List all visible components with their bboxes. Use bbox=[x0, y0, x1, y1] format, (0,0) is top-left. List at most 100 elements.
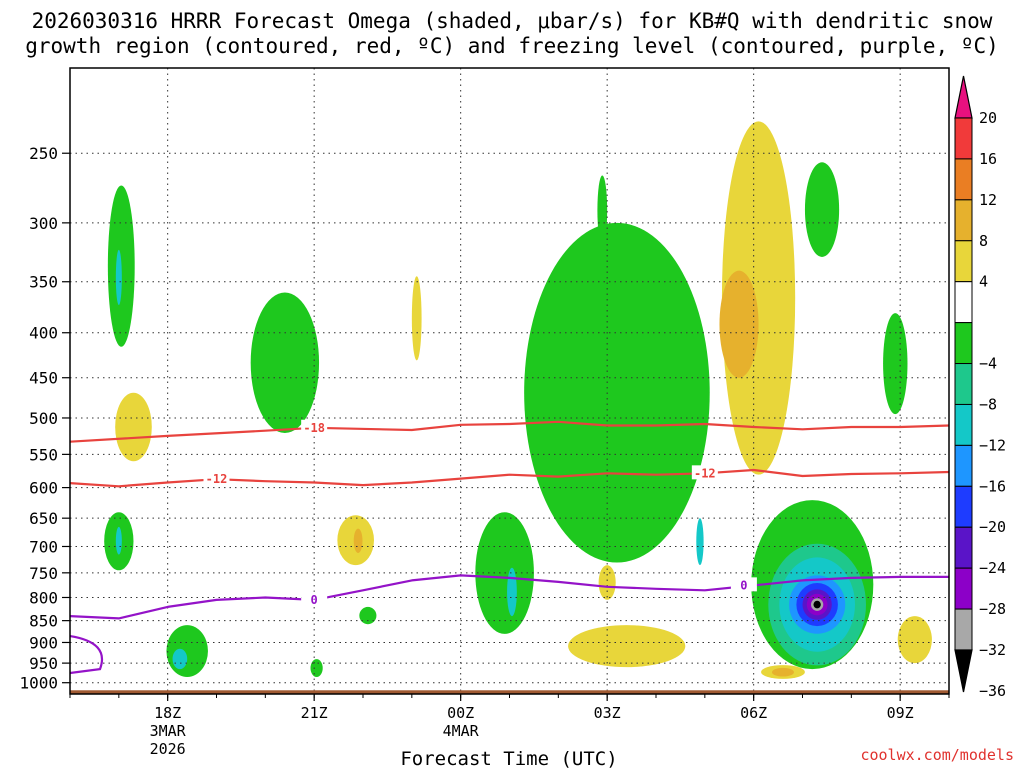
x-tick-label-0-1: 3MAR bbox=[150, 722, 187, 740]
omega-region-27 bbox=[897, 616, 932, 664]
contour-label-bg-2-0 bbox=[301, 591, 328, 606]
omega-region-21 bbox=[310, 659, 323, 677]
contour-label-0-0: -18 bbox=[303, 421, 325, 435]
y-tick-label-250: 250 bbox=[29, 144, 58, 163]
omega-region-10 bbox=[804, 162, 840, 257]
x-tick-label-4-0: 06Z bbox=[740, 704, 767, 722]
omega-region-26 bbox=[771, 667, 794, 677]
colorbar-swatch-3 bbox=[954, 199, 973, 242]
omega-shading bbox=[104, 121, 932, 679]
y-tick-label-800: 800 bbox=[29, 588, 58, 607]
pressure-axis: 250 300 350 400 450 500 550 600 650 700 750 800 850 9… bbox=[19, 144, 70, 693]
colorbar-label-10: −24 bbox=[979, 559, 1006, 577]
colorbar-bottom-arrow bbox=[954, 649, 973, 693]
colorbar-label-7: −12 bbox=[979, 436, 1006, 454]
contour-line-2 bbox=[70, 574, 949, 620]
y-tick-label-600: 600 bbox=[29, 479, 58, 498]
colorbar-swatch-8 bbox=[954, 403, 973, 446]
omega-region-23 bbox=[172, 648, 188, 670]
colorbar-swatch-9 bbox=[954, 444, 973, 487]
y-tick-label-700: 700 bbox=[29, 537, 58, 556]
y-tick-label-550: 550 bbox=[29, 445, 58, 464]
colorbar-label-5: −4 bbox=[979, 355, 997, 373]
temperature-contours: -18 -12 -12 0 0 bbox=[70, 419, 949, 675]
contour-label-2-1: 0 bbox=[740, 578, 747, 592]
contour-label-2-0: 0 bbox=[311, 593, 318, 607]
x-tick-label-0-0: 18Z bbox=[154, 704, 181, 722]
omega-region-19 bbox=[568, 625, 686, 668]
chart-title-line-1: 2026030316 HRRR Forecast Omega (shaded, … bbox=[32, 9, 993, 33]
storm-core-ring-7 bbox=[813, 600, 821, 609]
omega-region-17 bbox=[507, 567, 517, 617]
omega-region-15 bbox=[353, 528, 363, 553]
y-tick-label-650: 650 bbox=[29, 509, 58, 528]
y-tick-label-950: 950 bbox=[29, 654, 58, 673]
y-tick-label-900: 900 bbox=[29, 633, 58, 652]
colorbar-swatch-7 bbox=[954, 363, 973, 405]
x-tick-label-5-0: 09Z bbox=[887, 704, 914, 722]
omega-region-8 bbox=[721, 121, 796, 475]
colorbar-label-3: 8 bbox=[979, 232, 988, 250]
contour-line-0 bbox=[70, 420, 949, 443]
colorbar-swatch-1 bbox=[954, 117, 973, 160]
colorbar-label-9: −20 bbox=[979, 518, 1006, 536]
colorbar-swatch-12 bbox=[954, 567, 973, 610]
omega-region-22 bbox=[166, 625, 208, 677]
y-tick-label-450: 450 bbox=[29, 369, 58, 388]
y-tick-label-1000: 1000 bbox=[19, 674, 58, 693]
contour-label-bg-2-1 bbox=[730, 577, 757, 592]
colorbar-swatch-11 bbox=[954, 526, 973, 569]
x-axis-label: Forecast Time (UTC) bbox=[400, 748, 617, 768]
omega-region-1 bbox=[115, 249, 122, 306]
colorbar-swatch-13 bbox=[954, 608, 973, 651]
colorbar-label-0: 20 bbox=[979, 109, 997, 127]
colorbar-label-2: 12 bbox=[979, 191, 997, 209]
omega-colorbar: 20 16 12 8 4 −4 −8 −12 −16 −20 −24 −28 −32 −36 bbox=[954, 75, 1006, 700]
contour-label-bg-1-0 bbox=[203, 471, 230, 486]
chart-title-line-2: growth region (contoured, red, ºC) and f… bbox=[25, 34, 999, 58]
colorbar-swatch-2 bbox=[954, 158, 973, 201]
omega-region-3 bbox=[250, 292, 320, 433]
omega-region-13 bbox=[115, 526, 122, 555]
contour-label-bg-1-1 bbox=[691, 465, 718, 480]
x-tick-label-2-1: 4MAR bbox=[443, 722, 480, 740]
omega-region-11 bbox=[883, 313, 908, 415]
colorbar-label-13: −36 bbox=[979, 682, 1006, 700]
colorbar-top-arrow bbox=[954, 75, 973, 119]
omega-region-7 bbox=[696, 518, 704, 566]
colorbar-swatch-10 bbox=[954, 485, 973, 528]
omega-region-2 bbox=[115, 392, 152, 462]
omega-region-9 bbox=[719, 270, 759, 378]
y-tick-label-850: 850 bbox=[29, 612, 58, 631]
colorbar-label-1: 16 bbox=[979, 150, 997, 168]
contour-label-1-0: -12 bbox=[206, 472, 228, 486]
y-tick-label-350: 350 bbox=[29, 273, 58, 292]
colorbar-label-6: −8 bbox=[979, 395, 997, 413]
colorbar-swatch-4 bbox=[954, 240, 973, 283]
colorbar-swatch-5 bbox=[954, 281, 973, 324]
colorbar-label-11: −28 bbox=[979, 600, 1006, 618]
credit-text: coolwx.com/models bbox=[860, 746, 1014, 764]
colorbar-label-4: 4 bbox=[979, 273, 988, 291]
omega-region-4 bbox=[411, 276, 422, 361]
colorbar-label-8: −16 bbox=[979, 477, 1006, 495]
ground-surface bbox=[70, 690, 949, 694]
x-tick-label-2-0: 00Z bbox=[447, 704, 474, 722]
x-tick-label-0-2: 2026 bbox=[150, 740, 186, 758]
freezing-level-loop bbox=[70, 634, 103, 675]
colorbar-swatch-6 bbox=[954, 322, 973, 365]
omega-region-18 bbox=[598, 565, 616, 600]
y-tick-label-300: 300 bbox=[29, 214, 58, 233]
contour-label-1-1: -12 bbox=[694, 466, 716, 480]
x-tick-label-3-0: 03Z bbox=[594, 704, 621, 722]
colorbar-label-12: −32 bbox=[979, 641, 1006, 659]
y-tick-label-500: 500 bbox=[29, 409, 58, 428]
omega-region-20 bbox=[359, 606, 377, 625]
y-tick-label-750: 750 bbox=[29, 564, 58, 583]
x-tick-label-1-0: 21Z bbox=[301, 704, 328, 722]
y-tick-label-400: 400 bbox=[29, 324, 58, 343]
omega-region-6 bbox=[524, 222, 710, 563]
pressure-gridlines bbox=[70, 68, 949, 694]
